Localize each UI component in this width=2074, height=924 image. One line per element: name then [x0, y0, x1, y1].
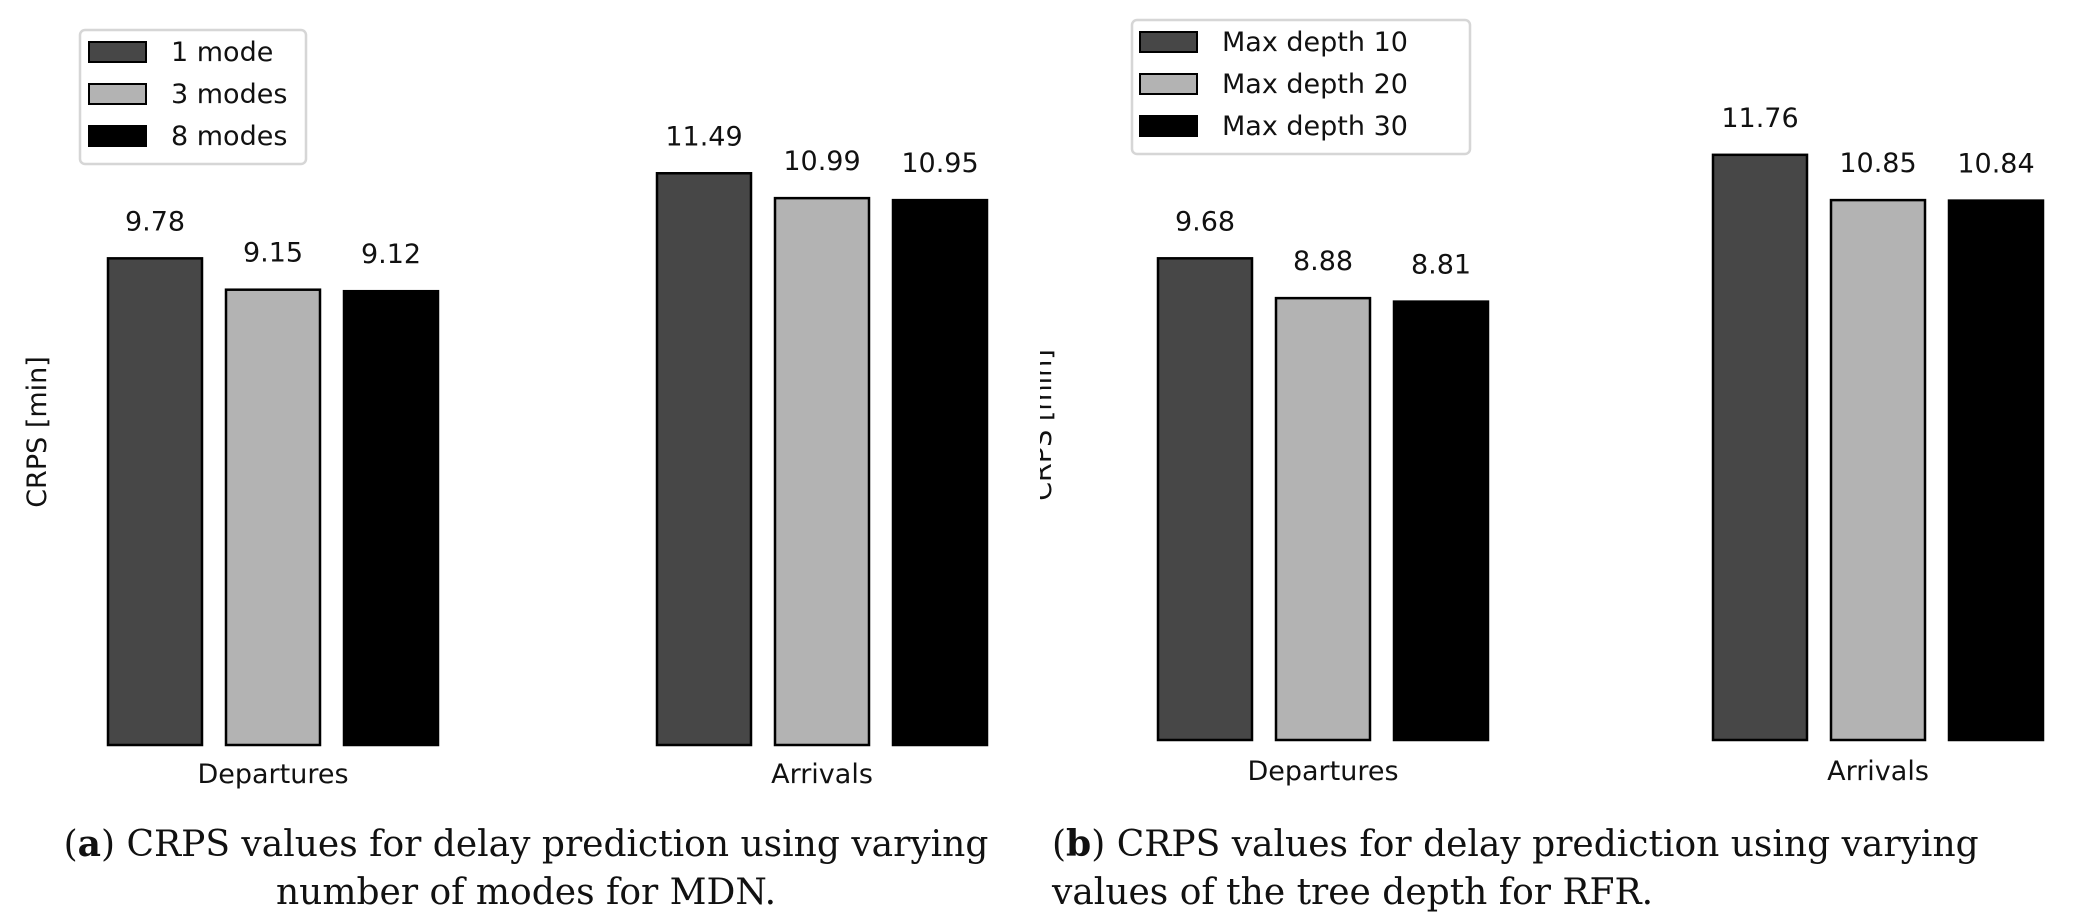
chart-a-bar-arrivals-0 — [655, 172, 753, 747]
chart-b-value-label-arrivals-2: 10.84 — [1957, 149, 2034, 180]
chart-b-value-label-departures-1: 8.88 — [1293, 246, 1353, 277]
chart-a-legend-swatch-1 — [88, 83, 147, 105]
chart-b-bar-departures-2 — [1392, 300, 1490, 742]
caption-a-line1: (a) CRPS values for delay prediction usi… — [63, 823, 989, 865]
chart-b-value-label-departures-0: 9.68 — [1175, 206, 1235, 237]
chart-a-bar-departures-1 — [224, 288, 322, 747]
caption-a-tag: a — [77, 823, 101, 865]
chart-a-legend-label-2: 8 modes — [171, 121, 287, 152]
caption-b-tag: b — [1066, 823, 1092, 865]
chart-a-bar-arrivals-2 — [891, 198, 989, 747]
caption-a: (a) CRPS values for delay prediction usi… — [26, 820, 1026, 917]
chart-a-value-label-departures-0: 9.78 — [125, 206, 185, 237]
caption-b-text-line2: values of the tree depth for RFR. — [1052, 872, 1654, 913]
chart-b-bar-departures-1 — [1274, 296, 1372, 742]
chart-a-value-label-departures-2: 9.12 — [361, 239, 421, 270]
chart-b-value-label-arrivals-0: 11.76 — [1721, 103, 1798, 134]
chart-b-bar-arrivals-1 — [1829, 198, 1927, 742]
chart-a-legend-swatch-0 — [88, 41, 147, 63]
chart-b-legend: Max depth 10 Max depth 20 Max depth 30 — [1130, 18, 1472, 156]
chart-b-legend-swatch-0 — [1139, 31, 1198, 53]
chart-a-legend-swatch-2 — [88, 125, 147, 147]
chart-a-mdn-modes: 9.78 11.49 9.15 10.99 9.12 10.95 Departures Arr… — [22, 28, 989, 790]
chart-b-legend-label-2: Max depth 30 — [1222, 111, 1408, 142]
chart-b-legend-box — [1130, 18, 1472, 156]
chart-a-value-label-arrivals-1: 10.99 — [783, 146, 860, 177]
caption-b: (b) CRPS values for delay prediction usi… — [1052, 820, 2062, 917]
chart-b-legend-swatch-2 — [1139, 115, 1198, 137]
chart-a-bar-departures-2 — [342, 289, 440, 747]
chart-b-legend-label-0: Max depth 10 — [1222, 27, 1408, 58]
chart-a-category-label-arrivals: Arrivals — [771, 759, 873, 790]
caption-a-text-line2: number of modes for MDN. — [275, 872, 777, 913]
chart-a-ylabel: CRPS [min] — [22, 356, 53, 508]
chart-a-legend: 1 mode 3 modes 8 modes — [78, 28, 308, 166]
chart-b-category-label-departures: Departures — [1247, 756, 1398, 787]
chart-b-value-label-departures-2: 8.81 — [1411, 250, 1471, 281]
caption-b-line1: (b) CRPS values for delay prediction usi… — [1052, 823, 1979, 865]
chart-b-value-label-arrivals-1: 10.85 — [1839, 148, 1916, 179]
chart-a-bar-departures-0 — [106, 257, 204, 747]
chart-b-legend-label-1: Max depth 20 — [1222, 69, 1408, 100]
chart-a-bar-arrivals-1 — [773, 196, 871, 747]
caption-b-text-line1: CRPS values for delay prediction using v… — [1116, 824, 1979, 865]
chart-b-ylabel: CRPS [min] — [1040, 349, 1058, 501]
chart-a-legend-label-0: 1 mode — [171, 37, 273, 68]
chart-a-legend-label-1: 3 modes — [171, 79, 287, 110]
chart-a-value-label-arrivals-2: 10.95 — [901, 148, 978, 179]
chart-b-category-label-arrivals: Arrivals — [1827, 756, 1929, 787]
chart-b-bar-departures-0 — [1156, 257, 1254, 742]
chart-b-bar-arrivals-2 — [1947, 199, 2045, 742]
caption-a-text-line1: CRPS values for delay prediction using v… — [126, 824, 989, 865]
chart-b-bar-arrivals-0 — [1711, 153, 1809, 742]
chart-b-legend-swatch-1 — [1139, 73, 1198, 95]
chart-b-rfr-depth: 9.68 11.76 8.88 10.85 8.81 10.84 Departures Arr… — [1040, 18, 2045, 787]
chart-a-value-label-departures-1: 9.15 — [243, 238, 303, 269]
chart-a-value-label-arrivals-0: 11.49 — [665, 121, 742, 152]
chart-a-category-label-departures: Departures — [197, 759, 348, 790]
